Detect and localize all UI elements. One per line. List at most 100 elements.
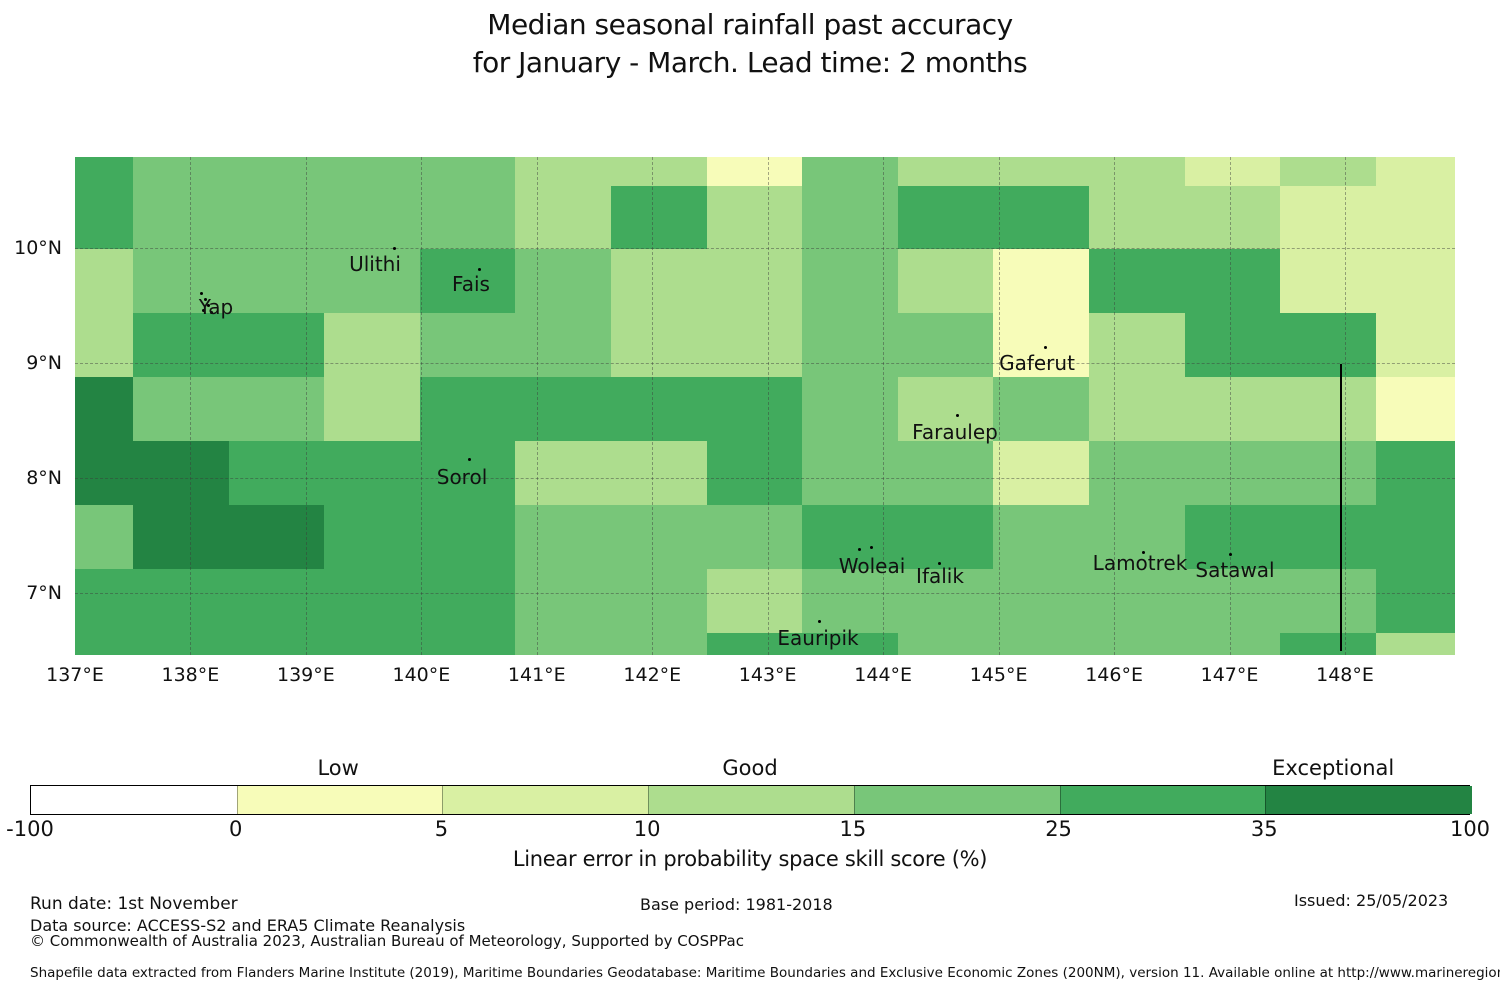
grid-cell <box>706 569 803 633</box>
grid-cell <box>515 186 611 249</box>
colorbar-segment <box>442 786 650 814</box>
longitude-gridline <box>652 157 654 655</box>
grid-cell <box>1089 249 1185 313</box>
grid-cell <box>228 569 325 633</box>
grid-cell <box>324 569 420 633</box>
longitude-gridline <box>1345 157 1346 655</box>
grid-cell <box>419 569 516 633</box>
y-tick-label: 8°N <box>26 467 62 489</box>
y-tick-label: 10°N <box>14 237 62 259</box>
grid-cell <box>1375 186 1455 249</box>
grid-cell <box>1089 569 1185 633</box>
grid-cell <box>75 157 133 186</box>
colorbar-segment <box>1265 786 1472 814</box>
longitude-gridline <box>998 157 1000 655</box>
grid-cell <box>75 249 133 313</box>
latitude-gridline <box>75 478 1455 479</box>
grid-cell <box>897 313 994 377</box>
grid-cell <box>133 313 229 377</box>
colorbar-category-label: Good <box>722 756 778 780</box>
grid-cell <box>515 377 611 441</box>
grid-cell <box>897 377 994 441</box>
longitude-gridline <box>421 157 423 655</box>
grid-cell <box>228 249 325 313</box>
grid-cell <box>1184 633 1281 655</box>
colorbar-segment <box>1059 786 1267 814</box>
colorbar-tick-label: 5 <box>434 817 449 841</box>
grid-cell <box>706 505 803 569</box>
grid-cell <box>1184 441 1281 505</box>
island-label-yap: Yap <box>198 295 234 319</box>
grid-cell <box>802 441 898 505</box>
grid-cell <box>1184 249 1281 313</box>
latitude-gridline <box>75 593 1455 594</box>
longitude-gridline <box>1114 157 1116 655</box>
grid-cell <box>1089 377 1185 441</box>
island-marker-ulithi <box>393 247 396 250</box>
grid-cell <box>324 186 420 249</box>
grid-cell <box>133 569 229 633</box>
grid-cell <box>133 377 229 441</box>
grid-cell <box>897 249 994 313</box>
latitude-gridline <box>75 363 1455 364</box>
island-label-satawal: Satawal <box>1195 558 1275 582</box>
colorbar-tick-label: 25 <box>1045 817 1072 841</box>
grid-cell <box>133 633 229 655</box>
grid-cell <box>324 505 420 569</box>
x-tick-label: 139°E <box>277 664 335 686</box>
shapefile-attribution-text: Shapefile data extracted from Flanders M… <box>30 965 1500 981</box>
grid-cell <box>228 186 325 249</box>
grid-cell <box>515 313 611 377</box>
grid-cell <box>515 249 611 313</box>
grid-cell <box>1280 505 1376 569</box>
grid-cell <box>1280 313 1376 377</box>
grid-cell <box>993 441 1089 505</box>
grid-cell <box>1089 441 1185 505</box>
grid-cell <box>802 157 898 186</box>
longitude-gridline <box>883 157 885 655</box>
island-label-sorol: Sorol <box>436 465 488 489</box>
grid-cell <box>515 505 611 569</box>
colorbar-segment <box>853 786 1061 814</box>
grid-cell <box>75 377 133 441</box>
grid-cell <box>1184 377 1281 441</box>
colorbar-category-label: Exceptional <box>1272 756 1395 780</box>
grid-cell <box>324 313 420 377</box>
grid-cell <box>611 377 707 441</box>
island-marker-ifalik <box>938 562 941 565</box>
grid-cell <box>419 249 516 313</box>
grid-cell <box>1089 186 1185 249</box>
colorbar-tick-label: 10 <box>633 817 661 841</box>
island-marker-yap <box>210 311 213 314</box>
island-label-lamotrek: Lamotrek <box>1092 551 1188 575</box>
chart-title-line1: Median seasonal rainfall past accuracy <box>487 8 1013 41</box>
island-marker-woleai <box>870 546 873 549</box>
x-tick-label: 141°E <box>507 664 566 686</box>
grid-cell <box>802 186 898 249</box>
grid-cell <box>228 377 325 441</box>
grid-cell <box>1089 505 1185 569</box>
longitude-gridline <box>305 157 307 655</box>
grid-cell <box>419 313 516 377</box>
grid-cell <box>706 313 803 377</box>
grid-cell <box>897 505 994 569</box>
grid-cell <box>1280 186 1376 249</box>
colorbar-segment <box>31 786 237 814</box>
grid-cell <box>993 249 1089 313</box>
grid-cell <box>1184 186 1281 249</box>
grid-cell <box>419 186 516 249</box>
grid-cell <box>75 569 133 633</box>
grid-cell <box>419 633 516 655</box>
island-marker-gaferut <box>1044 346 1047 349</box>
grid-cell <box>802 313 898 377</box>
island-label-gaferut: Gaferut <box>999 351 1075 375</box>
grid-cell <box>993 569 1089 633</box>
grid-cell <box>1280 249 1376 313</box>
grid-cell <box>133 505 229 569</box>
grid-cell <box>1089 313 1185 377</box>
x-tick-label: 147°E <box>1200 664 1259 686</box>
grid-cell <box>228 633 325 655</box>
grid-cell <box>324 441 420 505</box>
island-marker-yap <box>207 304 210 307</box>
